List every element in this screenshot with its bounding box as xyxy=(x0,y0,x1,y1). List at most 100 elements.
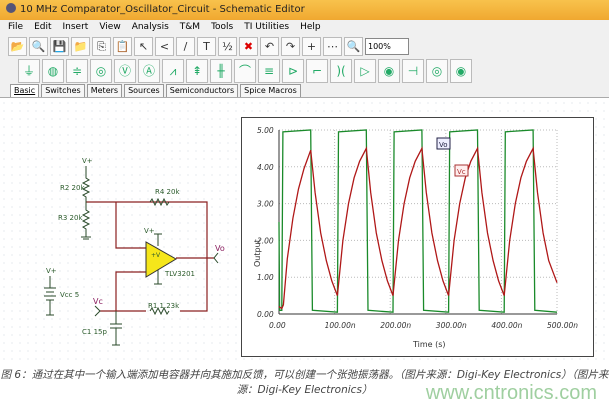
pen-button[interactable]: / xyxy=(176,36,195,56)
menu-view[interactable]: View xyxy=(99,22,121,32)
menu-analysis[interactable]: Analysis xyxy=(131,22,169,32)
diode-tool-button[interactable]: ⊳ xyxy=(282,58,304,83)
tab-spice-macros[interactable]: Spice Macros xyxy=(240,84,301,97)
open-folder-button[interactable]: 📂 xyxy=(8,36,27,56)
series-vc-line xyxy=(278,146,558,310)
plus-button[interactable]: + xyxy=(302,36,321,56)
tab-sources[interactable]: Sources xyxy=(124,84,164,97)
capacitor-icon: ╫ xyxy=(217,63,225,78)
switch-icon: ⌐ xyxy=(311,63,323,78)
ammeter-tool-button[interactable]: Ⓐ xyxy=(138,58,160,83)
pointer-icon: ↖ xyxy=(138,39,149,53)
menu-file[interactable]: File xyxy=(8,22,24,32)
resistor-tool-button[interactable]: ⩘ xyxy=(162,58,184,83)
menu-edit[interactable]: Edit xyxy=(34,22,52,32)
opamp-icon: ▷ xyxy=(360,63,370,78)
title-bar: 10 MHz Comparator_Oscillator_Circuit - S… xyxy=(0,0,609,20)
svg-text:Vo: Vo xyxy=(439,141,448,149)
clock-tool-button[interactable]: ◎ xyxy=(426,58,448,83)
inductor-icon: ⌒ xyxy=(238,63,251,78)
ammeter-icon: Ⓐ xyxy=(142,63,155,78)
menu-tools[interactable]: Tools xyxy=(211,22,234,32)
potentiometer-tool-button[interactable]: ⇞ xyxy=(186,58,208,83)
r1-label: R1 1.23k xyxy=(148,302,180,310)
tab-basic[interactable]: Basic xyxy=(10,84,40,97)
x-tick-label: 300.00n xyxy=(436,321,467,330)
watermark: www.cntronics.com xyxy=(425,382,597,404)
y-tick-label: 2.00 xyxy=(257,236,274,245)
pointer-button[interactable]: ↖ xyxy=(134,36,153,56)
relay-icon: )( xyxy=(336,63,346,78)
text-button[interactable]: T xyxy=(197,36,216,56)
r2-label: R2 20k xyxy=(60,184,85,192)
vplus-label: V+ xyxy=(82,157,93,165)
fraction-icon: ½ xyxy=(222,39,233,53)
menu-insert[interactable]: Insert xyxy=(62,22,89,32)
grid-button[interactable]: ⋯ xyxy=(323,36,342,56)
undo-button[interactable]: ↶ xyxy=(260,36,279,56)
wire-button[interactable]: < xyxy=(155,36,174,56)
voltmeter-tool-button[interactable]: Ⓥ xyxy=(114,58,136,83)
ground-tool-button[interactable]: ⏚ xyxy=(18,58,40,83)
pen-icon: / xyxy=(183,39,188,53)
lamp-icon: ◉ xyxy=(455,63,467,78)
voltage-source-icon: ◍ xyxy=(47,63,59,78)
ac-source-tool-button[interactable]: ◎ xyxy=(90,58,112,83)
opamp-vplus-label: V+ xyxy=(144,227,155,235)
menu-bar: File Edit Insert View Analysis T&M Tools TI Uti… xyxy=(0,20,609,35)
zoom-button[interactable]: 🔍 xyxy=(344,36,363,56)
capacitor-tool-button[interactable]: ╫ xyxy=(210,58,232,83)
zoom-icon: 🔍 xyxy=(346,39,361,53)
tab-switches[interactable]: Switches xyxy=(41,84,85,97)
save-button[interactable]: 💾 xyxy=(50,36,69,56)
c1-label: C1 15p xyxy=(82,328,107,336)
bulb-tool-button[interactable]: ◉ xyxy=(378,58,400,83)
paste-icon: 📋 xyxy=(115,39,130,53)
plus-icon: + xyxy=(306,39,317,53)
series-vo-line xyxy=(278,129,558,313)
open-button[interactable]: 📁 xyxy=(71,36,90,56)
search-icon: 🔍 xyxy=(31,39,46,53)
relay-tool-button[interactable]: )( xyxy=(330,58,352,83)
ac-source-icon: ◎ xyxy=(95,63,107,78)
r3-label: R3 20k xyxy=(58,214,83,222)
redo-button[interactable]: ↷ xyxy=(281,36,300,56)
tab-meters[interactable]: Meters xyxy=(86,84,123,97)
search-button[interactable]: 🔍 xyxy=(29,36,48,56)
delete-icon: ✖ xyxy=(243,39,254,53)
switch-tool-button[interactable]: ⌐ xyxy=(306,58,328,83)
diode-icon: ⊳ xyxy=(287,63,299,78)
menu-help[interactable]: Help xyxy=(300,22,321,32)
tab-semiconductors[interactable]: Semiconductors xyxy=(165,84,239,97)
voltage-source-tool-button[interactable]: ◍ xyxy=(42,58,64,83)
x-tick-label: 400.00n xyxy=(491,321,522,330)
save-icon: 💾 xyxy=(52,39,67,53)
transformer-tool-button[interactable]: ≡ xyxy=(258,58,280,83)
lamp-tool-button[interactable]: ◉ xyxy=(450,58,472,83)
ground-icon: ⏚ xyxy=(22,63,35,78)
current-source-tool-button[interactable]: ⊣ xyxy=(402,58,424,83)
transformer-icon: ≡ xyxy=(263,63,275,78)
svg-text:Vc: Vc xyxy=(457,168,466,176)
paste-button[interactable]: 📋 xyxy=(113,36,132,56)
opamp-label: TLV3201 xyxy=(164,270,195,278)
figure-caption: 图 6：通过在其中一个输入端添加电容器并向其施加反馈，可以创建一个张弛振荡器。（… xyxy=(0,369,609,396)
delete-button[interactable]: ✖ xyxy=(239,36,258,56)
inductor-tool-button[interactable]: ⌒ xyxy=(234,58,256,83)
window-title: 10 MHz Comparator_Oscillator_Circuit - S… xyxy=(20,4,305,15)
menu-tm[interactable]: T&M xyxy=(179,22,201,32)
undo-icon: ↶ xyxy=(264,39,275,53)
legend-vc: Vc xyxy=(454,164,469,177)
y-tick-label: 3.00 xyxy=(257,200,274,209)
zoom-select[interactable]: 100% xyxy=(365,37,409,55)
potentiometer-icon: ⇞ xyxy=(191,63,203,78)
copy-button[interactable]: ⎘ xyxy=(92,36,111,56)
fraction-button[interactable]: ½ xyxy=(218,36,237,56)
y-tick-label: 5.00 xyxy=(257,126,274,135)
x-tick-label: 0.00 xyxy=(269,321,286,330)
vcc-vplus-label: V+ xyxy=(46,267,57,275)
vc-label: Vc xyxy=(93,297,103,306)
battery-tool-button[interactable]: ≑ xyxy=(66,58,88,83)
menu-tiutilities[interactable]: TI Utilities xyxy=(244,22,290,32)
opamp-tool-button[interactable]: ▷ xyxy=(354,58,376,83)
